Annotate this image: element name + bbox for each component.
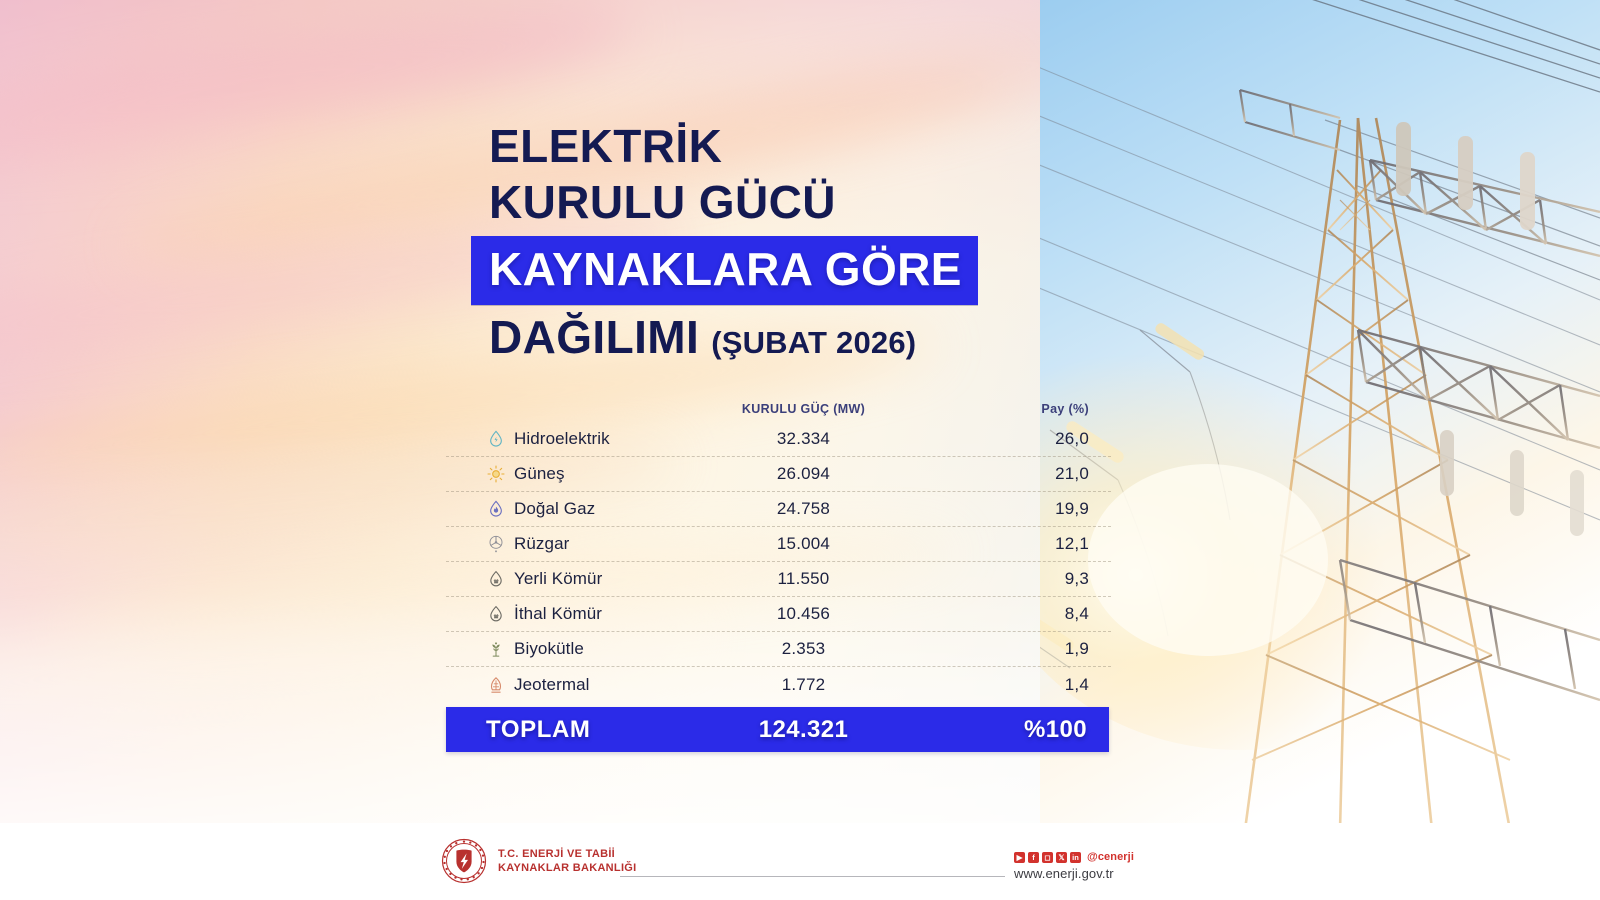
headline-period: (ŞUBAT 2026) bbox=[711, 325, 917, 360]
table-cell-name-text: Biyokütle bbox=[514, 639, 584, 658]
footer: T.C. ENERJİ VE TABİİ KAYNAKLAR BAKANLIĞI… bbox=[0, 823, 1600, 900]
table-cell-name-text: Jeotermal bbox=[514, 674, 590, 694]
table-cell-name-text: Hidroelektrik bbox=[514, 429, 610, 448]
twitter-icon[interactable]: 𝕏 bbox=[1056, 851, 1067, 863]
ministry-name: T.C. ENERJİ VE TABİİ KAYNAKLAR BAKANLIĞI bbox=[498, 847, 637, 875]
coal-icon bbox=[490, 570, 502, 587]
ministry-name-line-2: KAYNAKLAR BAKANLIĞI bbox=[498, 862, 637, 874]
social-handle[interactable]: @cenerji bbox=[1087, 851, 1134, 863]
table-cell-power: 26.094 bbox=[776, 464, 831, 483]
headline-line-4: DAĞILIMI bbox=[489, 311, 700, 363]
gas-flame-icon bbox=[490, 500, 502, 517]
table-header-power: KURULU GÜÇ (MW) bbox=[741, 402, 866, 416]
total-row: TOPLAM 124.321 %100 bbox=[446, 707, 1109, 752]
headline-line-3: KAYNAKLARA GÖRE bbox=[489, 243, 962, 295]
sun-icon bbox=[487, 465, 505, 483]
table-row: Hidroelektrik 32.334 26,0 bbox=[446, 422, 1111, 457]
table-cell-name-text: Güneş bbox=[514, 464, 565, 483]
table-row: İthal Kömür 10.456 8,4 bbox=[446, 597, 1111, 632]
table-row: Jeotermal 1.772 1,4 bbox=[446, 667, 1111, 702]
total-label: TOPLAM bbox=[486, 715, 591, 743]
table-cell-name-text: İthal Kömür bbox=[514, 604, 603, 623]
table-cell-share: 8,4 bbox=[1064, 604, 1089, 623]
headline-line-1: ELEKTRİK bbox=[489, 120, 723, 172]
table-row: Rüzgar 15.004 12,1 bbox=[446, 527, 1111, 562]
table-header-row: KURULU GÜÇ (MW) Pay (%) bbox=[446, 396, 1111, 422]
table-cell-power: 11.550 bbox=[777, 569, 830, 588]
total-power: 124.321 bbox=[758, 715, 849, 743]
headline-highlight-bar: KAYNAKLARA GÖRE bbox=[471, 236, 978, 305]
footer-contact: ▶ f ◻ 𝕏 in @cenerji www.enerji.gov.tr bbox=[1014, 851, 1134, 881]
instagram-icon[interactable]: ◻ bbox=[1042, 851, 1053, 863]
facebook-icon[interactable]: f bbox=[1028, 851, 1039, 863]
table-cell-power: 24.758 bbox=[776, 499, 831, 518]
table-cell-name: Jeotermal bbox=[486, 675, 696, 695]
table-row: Doğal Gaz 24.758 19,9 bbox=[446, 492, 1111, 527]
table-cell-share: 19,9 bbox=[1055, 499, 1089, 518]
table-cell-name: Güneş bbox=[486, 464, 696, 484]
table-cell-power: 2.353 bbox=[781, 639, 826, 658]
biomass-icon bbox=[492, 642, 500, 657]
table-cell-name: İthal Kömür bbox=[486, 604, 696, 624]
wind-turbine-icon bbox=[489, 535, 503, 553]
table-cell-name: Hidroelektrik bbox=[486, 429, 696, 449]
table-cell-name: Biyokütle bbox=[486, 639, 696, 659]
table-cell-power: 15.004 bbox=[776, 534, 831, 553]
coal-icon bbox=[490, 605, 502, 622]
linkedin-icon[interactable]: in bbox=[1070, 851, 1081, 863]
table-cell-share: 12,1 bbox=[1055, 534, 1089, 553]
energy-sources-table: KURULU GÜÇ (MW) Pay (%) Hidroelektrik 32… bbox=[446, 396, 1111, 702]
ministry-name-line-1: T.C. ENERJİ VE TABİİ bbox=[498, 848, 616, 860]
table-cell-name: Doğal Gaz bbox=[486, 499, 696, 519]
website-url[interactable]: www.enerji.gov.tr bbox=[1014, 866, 1114, 881]
headline-line-4-row: DAĞILIMI (ŞUBAT 2026) bbox=[489, 309, 1189, 365]
table-cell-power: 1.772 bbox=[781, 674, 826, 694]
table-cell-name: Yerli Kömür bbox=[486, 569, 696, 589]
table-header-share: Pay (%) bbox=[1041, 402, 1089, 416]
headline-line-2: KURULU GÜCÜ bbox=[489, 176, 836, 228]
youtube-icon[interactable]: ▶ bbox=[1014, 851, 1025, 863]
table-cell-name-text: Yerli Kömür bbox=[514, 569, 603, 588]
geothermal-icon bbox=[490, 676, 502, 693]
table-cell-share: 26,0 bbox=[1055, 429, 1089, 448]
ministry-branding: T.C. ENERJİ VE TABİİ KAYNAKLAR BAKANLIĞI bbox=[440, 837, 637, 885]
table-cell-name: Rüzgar bbox=[486, 534, 696, 554]
total-share: %100 bbox=[1024, 715, 1087, 743]
table-row: Biyokütle 2.353 1,9 bbox=[446, 632, 1111, 667]
footer-divider-rule bbox=[620, 876, 1005, 877]
table-cell-power: 10.456 bbox=[776, 604, 831, 623]
table-row: Yerli Kömür 11.550 9,3 bbox=[446, 562, 1111, 597]
ministry-emblem-icon bbox=[441, 838, 487, 884]
table-row: Güneş 26.094 21,0 bbox=[446, 457, 1111, 492]
table-cell-share: 9,3 bbox=[1064, 569, 1089, 588]
page-title: ELEKTRİK KURULU GÜCÜ KAYNAKLARA GÖRE DAĞ… bbox=[471, 118, 1189, 365]
table-cell-name-text: Rüzgar bbox=[514, 534, 570, 553]
power-pylon-illustration bbox=[1040, 0, 1600, 830]
table-cell-power: 32.334 bbox=[776, 429, 831, 448]
table-cell-share: 1,9 bbox=[1064, 639, 1089, 658]
table-cell-share: 1,4 bbox=[1064, 674, 1089, 694]
table-cell-share: 21,0 bbox=[1055, 464, 1089, 483]
social-links[interactable]: ▶ f ◻ 𝕏 in @cenerji bbox=[1014, 851, 1134, 863]
table-cell-name-text: Doğal Gaz bbox=[514, 499, 596, 518]
water-drop-icon bbox=[490, 430, 502, 447]
